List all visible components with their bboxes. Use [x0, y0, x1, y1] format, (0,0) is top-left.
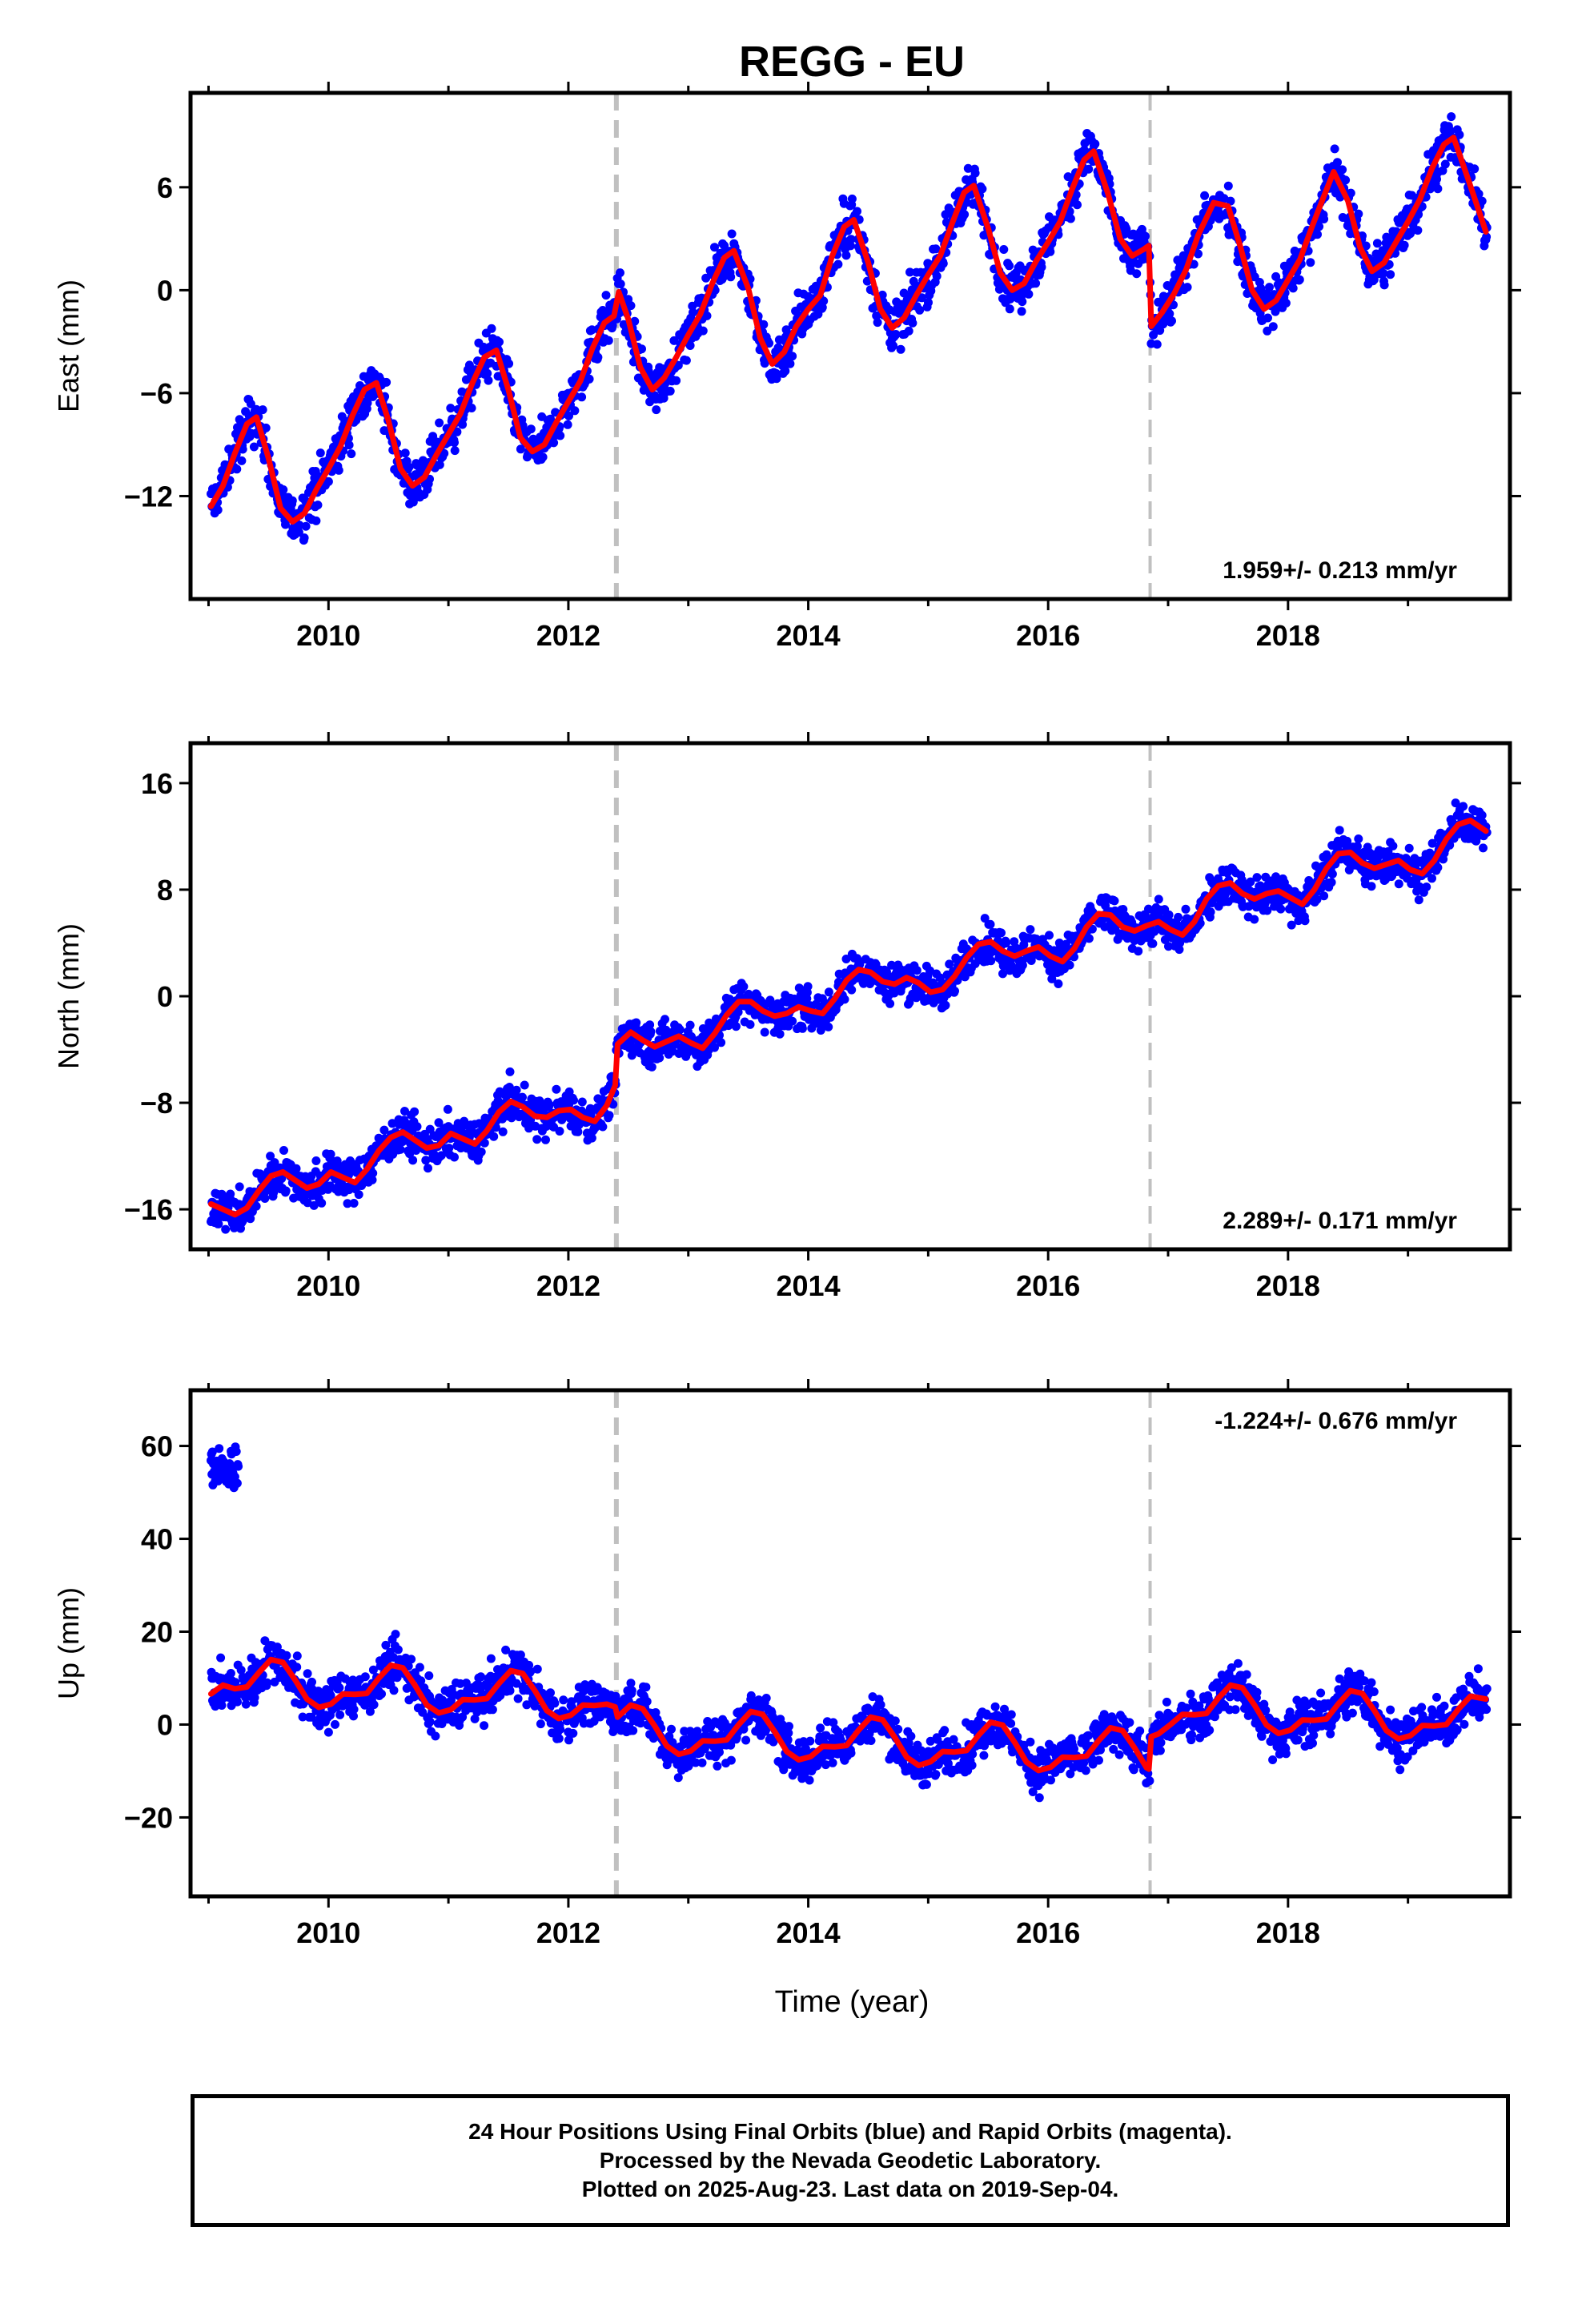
footer-caption-box: 24 Hour Positions Using Final Orbits (bl… [191, 2094, 1510, 2227]
y-tick-label: 20 [141, 1616, 173, 1649]
x-tick-label: 2010 [296, 1269, 360, 1302]
x-tick-label: 2010 [296, 619, 360, 652]
x-tick-label: 2014 [777, 1916, 841, 1949]
x-tick-label: 2018 [1256, 1916, 1320, 1949]
panel-0: 2010 2012 2014 2016 2018 −12 −6 0 6 East (mm) 1.95… [52, 82, 1521, 652]
y-tick-label: −16 [124, 1193, 173, 1226]
rate-label: 1.959+/- 0.213 mm/yr [1223, 557, 1457, 584]
y-axis-label: North (mm) [52, 923, 85, 1069]
panel-frame [188, 90, 1512, 601]
panel-frame [188, 1388, 1512, 1899]
y-tick-label: 40 [141, 1523, 173, 1556]
data-points [207, 798, 1492, 1234]
footer-line-2: Processed by the Nevada Geodetic Laborat… [599, 2148, 1102, 2173]
x-tick-label: 2012 [536, 619, 600, 652]
footer-line-1: 24 Hour Positions Using Final Orbits (bl… [468, 2119, 1232, 2144]
x-axis-label: Time (year) [775, 1985, 930, 2019]
footer-line-3: Plotted on 2025-Aug-23. Last data on 201… [581, 2177, 1119, 2201]
y-tick-label: 0 [157, 274, 173, 307]
y-tick-label: 6 [157, 171, 173, 204]
x-tick-label: 2014 [777, 619, 841, 652]
x-tick-label: 2016 [1016, 1916, 1080, 1949]
plot-area [207, 743, 1492, 1249]
panel-frame [188, 741, 1512, 1252]
data-points [207, 1442, 1492, 1803]
y-axis-label: Up (mm) [52, 1587, 85, 1699]
y-tick-label: −6 [140, 377, 173, 410]
x-tick-label: 2010 [296, 1916, 360, 1949]
rate-label: 2.289+/- 0.171 mm/yr [1223, 1208, 1457, 1234]
y-tick-label: 16 [141, 767, 173, 800]
x-tick-label: 2016 [1016, 1269, 1080, 1302]
y-tick-label: −12 [124, 480, 173, 513]
model-fit-line [208, 135, 1489, 525]
y-tick-label: 8 [157, 874, 173, 907]
y-tick-label: 0 [157, 1708, 173, 1741]
chart-title: REGG - EU [739, 38, 965, 86]
data-points [207, 112, 1492, 545]
panel-1: 2010 2012 2014 2016 2018 −16 −8 0 8 16 North (mm) 2… [52, 732, 1521, 1302]
x-tick-label: 2016 [1016, 619, 1080, 652]
y-tick-label: −8 [140, 1087, 173, 1120]
y-axis-label: East (mm) [52, 279, 85, 412]
y-tick-label: −20 [124, 1801, 173, 1834]
x-tick-label: 2014 [777, 1269, 841, 1302]
rate-label: -1.224+/- 0.676 mm/yr [1215, 1408, 1457, 1434]
x-tick-label: 2018 [1256, 619, 1320, 652]
x-tick-label: 2012 [536, 1916, 600, 1949]
panel-2: 2010 2012 2014 2016 2018 −20 0 20 40 60 Up (mm) -1.… [52, 1379, 1521, 1949]
plot-area [207, 1390, 1492, 1896]
x-tick-label: 2012 [536, 1269, 600, 1302]
y-tick-label: 0 [157, 980, 173, 1013]
model-fit-line [208, 1656, 1489, 1774]
model-fit-line [208, 818, 1489, 1218]
plot-area [207, 93, 1492, 599]
x-tick-label: 2018 [1256, 1269, 1320, 1302]
y-tick-label: 60 [141, 1430, 173, 1463]
